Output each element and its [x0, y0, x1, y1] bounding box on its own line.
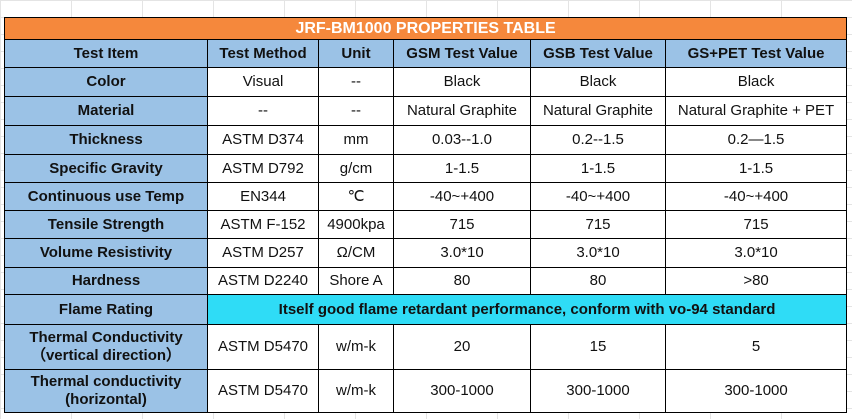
data-row: Thermal Conductivity （vertical direction… — [4, 324, 848, 370]
data-row: Flame Rating Itself good flame retardant … — [4, 294, 848, 325]
column-header: GSM Test Value — [393, 39, 531, 68]
cell: 80 — [393, 267, 531, 295]
column-header: Test Item — [4, 39, 208, 68]
cell: ASTM D374 — [207, 125, 319, 155]
row-label: Hardness — [4, 267, 208, 295]
cell: -40~+400 — [530, 182, 666, 211]
row-label: Specific Gravity — [4, 154, 208, 183]
column-header: Unit — [318, 39, 394, 68]
cell: 1-1.5 — [530, 154, 666, 183]
cell: -- — [318, 67, 394, 97]
row-label: Thickness — [4, 125, 208, 155]
cell: 0.03--1.0 — [393, 125, 531, 155]
data-row: Hardness ASTM D2240 Shore A 80 80 >80 — [4, 267, 848, 295]
cell: Black — [664, 67, 848, 97]
cell: -- — [207, 96, 319, 126]
table-title: JRF-BM1000 PROPERTIES TABLE — [3, 17, 848, 40]
cell: 715 — [664, 210, 848, 239]
properties-table: JRF-BM1000 PROPERTIES TABLE Test Item Test… — [3, 17, 848, 413]
data-row: Specific Gravity ASTM D792 g/cm 1-1.5 1-1.5 1… — [4, 154, 848, 183]
data-row: Thermal conductivity (horizontal) ASTM D5… — [4, 369, 848, 413]
cell: -40~+400 — [393, 182, 531, 211]
cell: ASTM D2240 — [207, 267, 319, 295]
cell: Natural Graphite + PET — [664, 96, 848, 126]
column-header: Test Method — [207, 39, 319, 68]
cell: ℃ — [318, 182, 394, 211]
data-row: Volume Resistivity ASTM D257 Ω/CM 3.0*10 3.0… — [4, 238, 848, 268]
data-row: Thickness ASTM D374 mm 0.03--1.0 0.2--1.5 0.2… — [4, 125, 848, 155]
row-label: Thermal Conductivity （vertical direction… — [4, 324, 208, 370]
row-label: Volume Resistivity — [4, 238, 208, 268]
data-row: Material -- -- Natural Graphite Natural Grap… — [4, 96, 848, 126]
row-label: Flame Rating — [4, 294, 208, 325]
column-header: GS+PET Test Value — [664, 39, 848, 68]
cell: w/m-k — [318, 369, 394, 413]
cell: Ω/CM — [318, 238, 394, 268]
data-row: Continuous use Temp EN344 ℃ -40~+400 -40~+40… — [4, 182, 848, 211]
cell: Natural Graphite — [530, 96, 666, 126]
row-label: Thermal conductivity (horizontal) — [4, 369, 208, 413]
row-label: Color — [4, 67, 208, 97]
cell: w/m-k — [318, 324, 394, 370]
cell: Shore A — [318, 267, 394, 295]
cell: EN344 — [207, 182, 319, 211]
header-row: Test Item Test Method Unit GSM Test Value GS… — [4, 39, 848, 68]
cell: Black — [530, 67, 666, 97]
cell: 3.0*10 — [664, 238, 848, 268]
cell: 0.2—1.5 — [664, 125, 848, 155]
cell: -40~+400 — [664, 182, 848, 211]
row-label: Continuous use Temp — [4, 182, 208, 211]
cell: 300-1000 — [664, 369, 848, 413]
cell: 3.0*10 — [393, 238, 531, 268]
cell: Visual — [207, 67, 319, 97]
cell: 15 — [530, 324, 666, 370]
cell: ASTM D5470 — [207, 369, 319, 413]
column-header: GSB Test Value — [530, 39, 666, 68]
row-label: Tensile Strength — [4, 210, 208, 239]
cell: 4900kpa — [318, 210, 394, 239]
title-row: JRF-BM1000 PROPERTIES TABLE — [3, 17, 848, 40]
row-label: Material — [4, 96, 208, 126]
cell: ASTM F-152 — [207, 210, 319, 239]
cell: 80 — [530, 267, 666, 295]
cell: Natural Graphite — [393, 96, 531, 126]
cell: Black — [393, 67, 531, 97]
cell: >80 — [664, 267, 848, 295]
cell: 20 — [393, 324, 531, 370]
cell: 5 — [664, 324, 848, 370]
cell: ASTM D257 — [207, 238, 319, 268]
cell: 300-1000 — [530, 369, 666, 413]
cell: g/cm — [318, 154, 394, 183]
merged-cell: Itself good flame retardant performance,… — [206, 294, 848, 325]
cell: -- — [318, 96, 394, 126]
cell: ASTM D5470 — [207, 324, 319, 370]
cell: 715 — [530, 210, 666, 239]
cell: 300-1000 — [393, 369, 531, 413]
cell: 0.2--1.5 — [530, 125, 666, 155]
cell: 3.0*10 — [530, 238, 666, 268]
cell: 1-1.5 — [393, 154, 531, 183]
data-row: Color Visual -- Black Black Black — [4, 67, 848, 97]
cell: 715 — [393, 210, 531, 239]
data-row: Tensile Strength ASTM F-152 4900kpa 715 715 7… — [4, 210, 848, 239]
cell: 1-1.5 — [664, 154, 848, 183]
cell: ASTM D792 — [207, 154, 319, 183]
cell: mm — [318, 125, 394, 155]
